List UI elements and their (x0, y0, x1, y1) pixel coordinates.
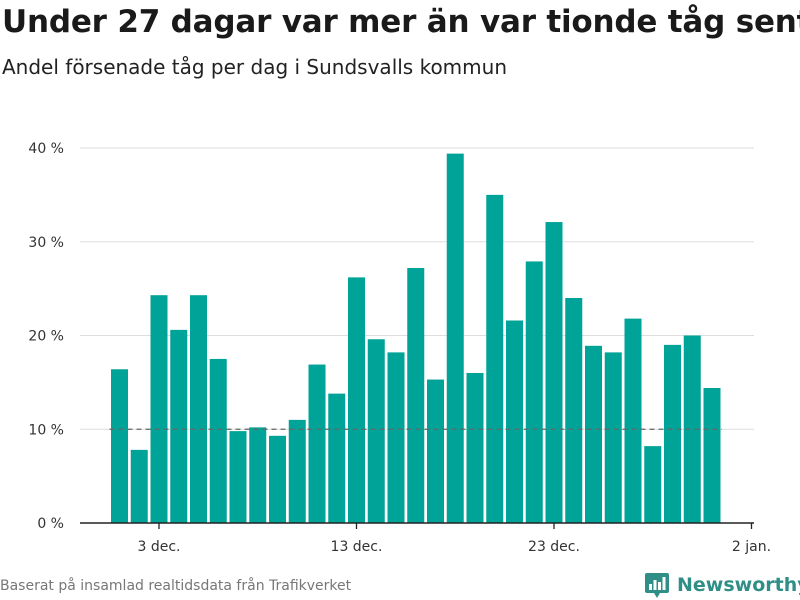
bar (367, 339, 385, 523)
bar (486, 194, 504, 523)
bar (644, 446, 662, 523)
source-note: Baserat på insamlad realtidsdata från Tr… (0, 578, 352, 594)
bar (506, 320, 523, 523)
bar (545, 222, 563, 523)
bar (604, 352, 622, 523)
bar (466, 373, 484, 523)
bar (249, 427, 267, 523)
bar (288, 419, 306, 523)
bar (446, 153, 464, 523)
y-tick-label: 40 % (28, 141, 64, 157)
bar (328, 393, 346, 523)
bar (664, 344, 681, 523)
bar-chart: 0 % 10 % 20 % 30 % 40 % 3 dec. 13 dec. 23 dec. 2… (28, 141, 771, 555)
bar (308, 364, 326, 523)
x-tick-label: 3 dec. (137, 539, 180, 555)
y-tick-label: 20 % (28, 329, 64, 345)
x-tick-label: 2 jan. (732, 539, 771, 555)
bar (407, 268, 425, 523)
bar (427, 379, 444, 523)
bar (229, 431, 247, 523)
x-tick-label: 13 dec. (331, 539, 383, 555)
bar (525, 261, 543, 523)
newsworthy-logo-icon (645, 573, 669, 598)
bar (269, 435, 286, 523)
bar (565, 298, 583, 523)
bar (387, 352, 405, 523)
brand-name: Newsworthy (677, 574, 800, 596)
bar (170, 329, 188, 523)
bar (348, 277, 365, 523)
bar (209, 358, 227, 523)
y-tick-label: 0 % (37, 516, 64, 532)
bar (683, 335, 701, 523)
x-tick-label: 23 dec. (528, 539, 580, 555)
chart-title: Under 27 dagar var mer än var tionde tåg… (2, 4, 800, 40)
bar (703, 388, 721, 523)
brand-logo: Newsworthy (644, 570, 800, 600)
y-tick-label: 10 % (28, 422, 64, 438)
y-tick-label: 30 % (28, 235, 64, 251)
bar (190, 295, 207, 523)
bar (111, 369, 128, 523)
bar (585, 345, 602, 523)
bar (130, 449, 148, 523)
bar (624, 318, 642, 523)
chart-subtitle: Andel försenade tåg per dag i Sundsvalls… (2, 55, 507, 79)
bar (150, 295, 168, 523)
